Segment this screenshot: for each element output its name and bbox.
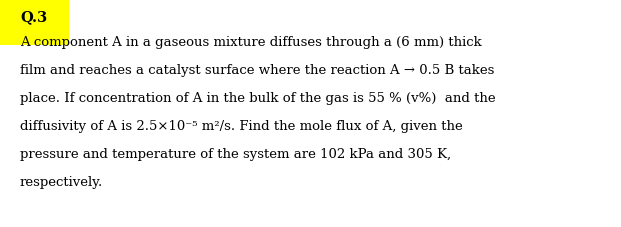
Text: A component A in a gaseous mixture diffuses through a (6 mm) thick: A component A in a gaseous mixture diffu… (20, 36, 482, 49)
Text: place. If concentration of A in the bulk of the gas is 55 % (v%)  and the: place. If concentration of A in the bulk… (20, 92, 496, 105)
Text: film and reaches a catalyst surface where the reaction A → 0.5 B takes: film and reaches a catalyst surface wher… (20, 64, 494, 77)
Text: pressure and temperature of the system are 102 kPa and 305 K,: pressure and temperature of the system a… (20, 147, 451, 160)
Text: respectively.: respectively. (20, 175, 103, 188)
Text: diffusivity of A is 2.5×10⁻⁵ m²/s. Find the mole flux of A, given the: diffusivity of A is 2.5×10⁻⁵ m²/s. Find … (20, 119, 463, 132)
Text: Q.3: Q.3 (20, 10, 47, 24)
